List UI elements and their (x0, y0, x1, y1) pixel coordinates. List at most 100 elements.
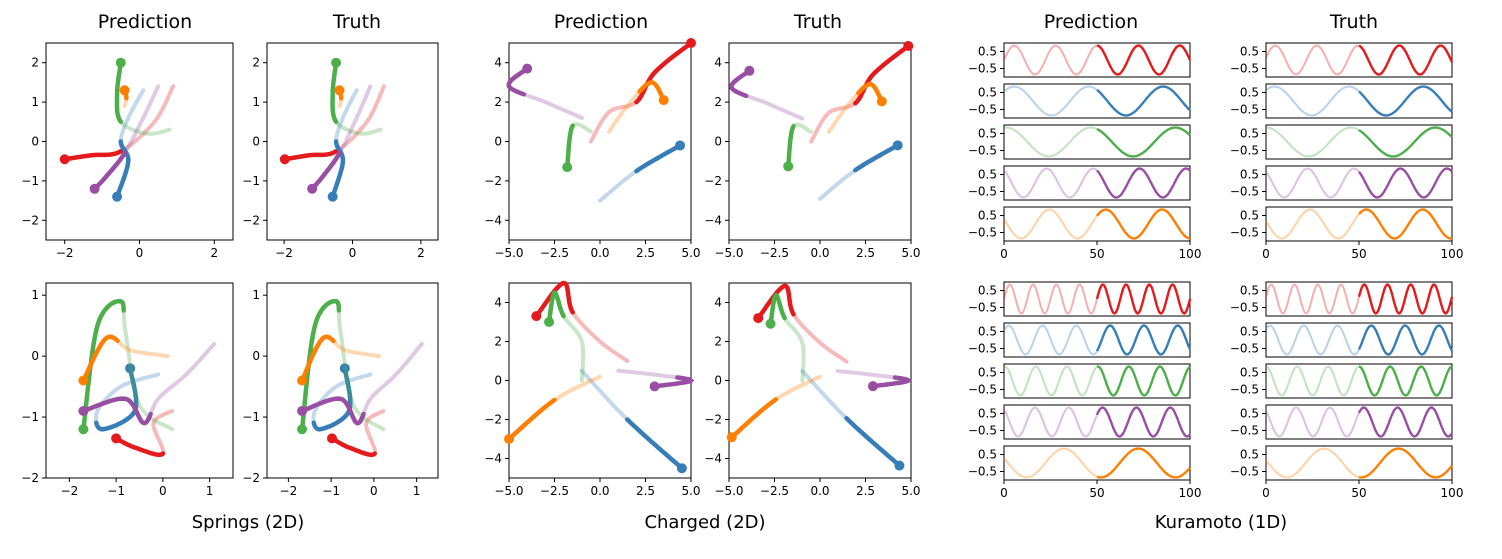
y-tick-label: −0.5 (968, 383, 997, 397)
y-tick-label: 2 (494, 95, 502, 109)
x-tick-label: 0 (1262, 486, 1270, 500)
kuramoto-prediction-purple (1096, 167, 1191, 199)
kuramoto-prediction-blue (1357, 324, 1454, 356)
kuramoto-prediction-green (1358, 365, 1453, 397)
trajectory-endpoint-purple (297, 405, 308, 416)
y-tick-label: 0.5 (978, 284, 997, 298)
trajectory-history-purple (835, 369, 897, 380)
trajectory-prediction-purple (652, 375, 695, 389)
kuramoto-prediction-blue (1096, 85, 1191, 117)
trajectory-prediction-blue (311, 366, 353, 432)
trajectory-endpoint-orange (658, 95, 669, 106)
trajectory-history-red (809, 101, 858, 144)
y-tick-label: −0.5 (1230, 465, 1259, 479)
subplot-frame (1003, 404, 1191, 440)
kuramoto-history-purple (1003, 406, 1098, 438)
trajectory-history-red (118, 84, 176, 154)
y-tick-label: −1 (21, 174, 39, 188)
kuramoto-prediction-orange (1096, 447, 1191, 479)
y-tick-label: 0 (494, 135, 502, 149)
y-tick-label: 0 (252, 135, 260, 149)
kuramoto-history-purple (1265, 167, 1360, 199)
axes-frame (266, 282, 439, 479)
trajectory-prediction-green (564, 123, 575, 170)
y-tick-label: −0.5 (1230, 424, 1259, 438)
trajectory-prediction-purple (81, 396, 153, 426)
x-tick-label: 50 (1351, 247, 1366, 261)
kuramoto-history-green (1003, 126, 1098, 158)
trajectory-history-blue (598, 169, 639, 203)
trajectory-prediction-purple (870, 375, 912, 389)
subplot-frame (1265, 404, 1453, 440)
y-tick-label: −2 (242, 471, 260, 485)
trajectory-endpoint-red (279, 154, 290, 165)
y-tick-label: −1 (21, 410, 39, 424)
kuramoto-history-green (1003, 365, 1098, 397)
trajectory-endpoint-green (78, 424, 89, 435)
y-tick-label: 0.5 (1240, 407, 1259, 421)
trajectory-endpoint-orange (297, 375, 308, 386)
subplot-frame (1003, 165, 1191, 201)
y-tick-label: −0.5 (1230, 62, 1259, 76)
kuramoto-history-orange (1003, 208, 1098, 240)
axes-frame (728, 42, 912, 241)
trajectory-history-blue (800, 369, 849, 421)
y-tick-label: 0.5 (1240, 284, 1259, 298)
trajectory-endpoint-orange (504, 434, 514, 444)
kuramoto-prediction-green (1096, 126, 1191, 158)
trajectory-endpoint-purple (744, 65, 755, 76)
trajectory-history-blue (818, 168, 858, 201)
subplot-frame (1265, 206, 1453, 242)
subplot-frame (1265, 124, 1453, 160)
trajectory-prediction-orange (299, 334, 336, 383)
kuramoto-history-blue (1003, 85, 1098, 117)
x-tick-label: 1 (413, 484, 421, 498)
kuramoto-history-red (1003, 283, 1098, 315)
y-tick-label: 0.5 (978, 168, 997, 182)
trajectory-history-red (791, 312, 849, 364)
y-tick-label: 0.5 (1240, 127, 1259, 141)
kuramoto-history-green (1265, 365, 1360, 397)
kuramoto-history-blue (1003, 324, 1098, 356)
trajectory-prediction-red (853, 43, 911, 106)
trajectory-prediction-red (634, 40, 694, 105)
trajectory-endpoint-green (331, 57, 342, 68)
trajectory-prediction-purple (506, 66, 530, 97)
trajectory-history-blue (118, 88, 146, 144)
y-tick-label: −2 (242, 213, 260, 227)
trajectory-history-orange (607, 89, 642, 134)
x-tick-label: −2.5 (760, 246, 789, 260)
y-tick-label: 0.5 (1240, 168, 1259, 182)
y-tick-label: 1 (31, 288, 39, 302)
kuramoto-history-purple (1003, 167, 1098, 199)
trajectory-endpoint-blue (125, 363, 136, 374)
y-tick-label: 0.5 (978, 127, 997, 141)
trajectory-history-purple (148, 341, 217, 416)
y-tick-label: −2 (484, 174, 502, 188)
x-tick-label: 5.0 (681, 484, 700, 498)
x-tick-label: 50 (1089, 486, 1104, 500)
x-tick-label: 2.5 (856, 484, 875, 498)
column-title: Prediction (554, 11, 648, 33)
plots-layer: −2 0 2 2 1 0 −1 −2 −2 0 2 2 1 0 −1 −2 −2 −1 0 1 1 0 −1 −2 −2 −1 0 1… (21, 38, 1463, 500)
trajectory-history-orange (773, 374, 822, 402)
kuramoto-prediction-green (1096, 365, 1191, 397)
y-tick-label: 0.5 (1240, 209, 1259, 223)
y-tick-label: 0.5 (978, 325, 997, 339)
y-tick-label: −2 (21, 471, 39, 485)
trajectory-history-green (561, 314, 586, 383)
x-tick-label: 0 (1262, 247, 1270, 261)
y-tick-label: 0.5 (978, 407, 997, 421)
y-tick-label: 0.5 (1240, 86, 1259, 100)
trajectory-endpoint-orange (726, 432, 737, 443)
trajectory-endpoint-red (903, 40, 914, 51)
y-tick-label: −0.5 (968, 342, 997, 356)
x-tick-label: 50 (1351, 486, 1366, 500)
trajectory-history-red (570, 310, 630, 363)
x-tick-label: 1 (206, 484, 214, 498)
trajectory-endpoint-orange (876, 96, 887, 107)
x-tick-label: −2 (56, 246, 74, 260)
subplot-frame (1265, 165, 1453, 201)
y-tick-label: 0 (31, 135, 39, 149)
